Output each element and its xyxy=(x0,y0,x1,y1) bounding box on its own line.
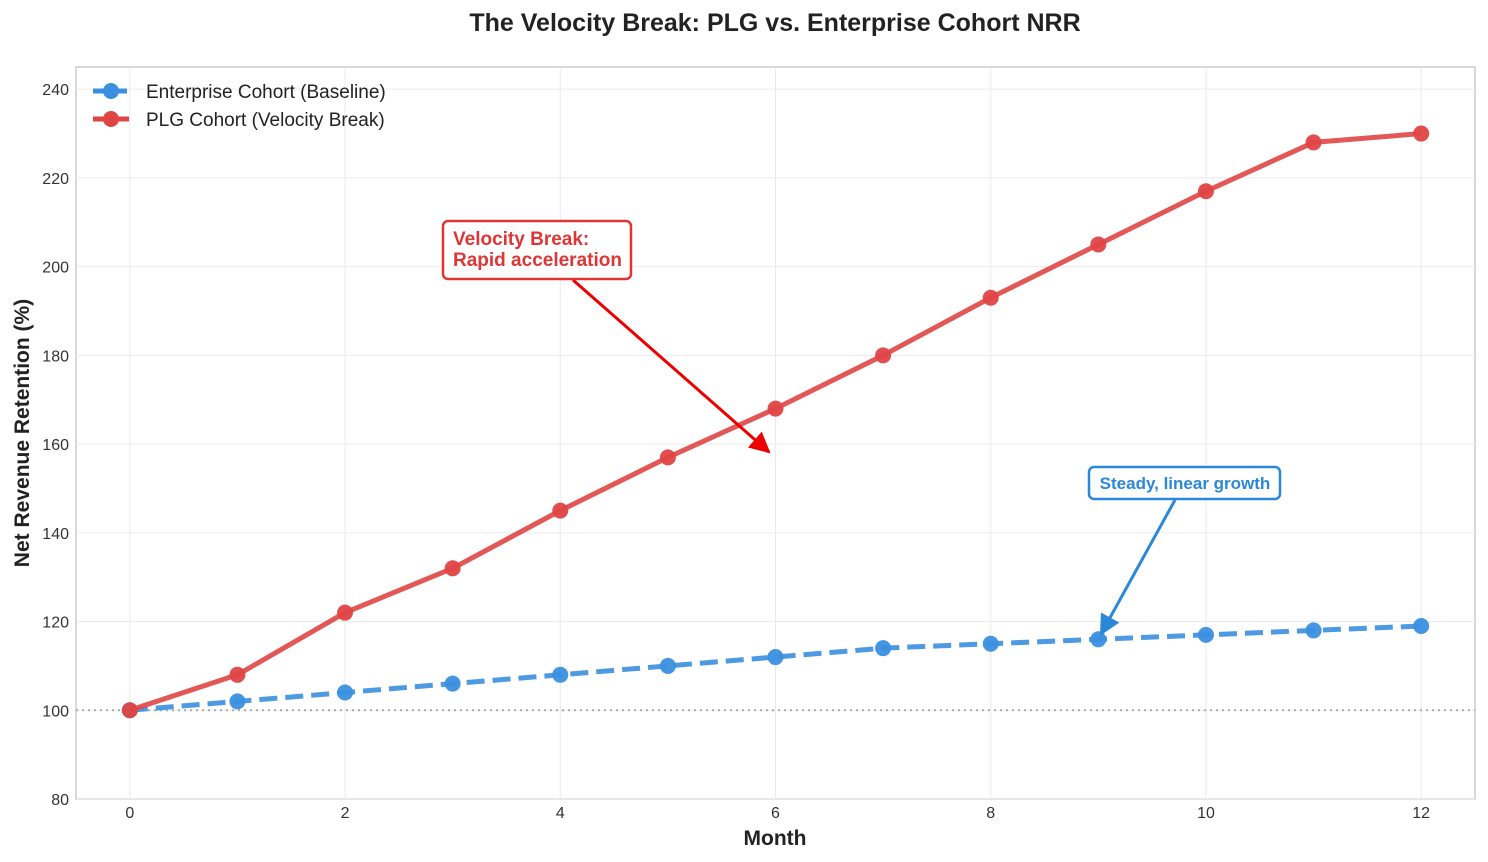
annotation-arrow-steady xyxy=(1099,499,1177,636)
data-point xyxy=(444,560,461,577)
series-group xyxy=(121,125,1430,719)
y-axis-label: Net Revenue Retention (%) xyxy=(11,299,34,567)
data-point xyxy=(1197,183,1214,200)
x-tick-label: 8 xyxy=(986,805,995,822)
legend-marker-plg xyxy=(103,111,119,127)
data-point xyxy=(1305,622,1322,639)
x-tick-label: 12 xyxy=(1412,805,1430,822)
y-tick-label: 100 xyxy=(42,703,69,720)
x-tick-label: 2 xyxy=(341,805,350,822)
data-point xyxy=(1090,236,1107,253)
data-point xyxy=(659,449,676,466)
y-tick-label: 160 xyxy=(42,437,69,454)
y-tick-label: 80 xyxy=(51,792,69,809)
data-point xyxy=(1090,631,1107,648)
y-tick-label: 180 xyxy=(42,348,69,365)
y-tick-label: 120 xyxy=(42,615,69,632)
y-tick-label: 200 xyxy=(42,260,69,277)
data-point xyxy=(1305,134,1322,151)
x-axis-ticks: 0 2 4 6 8 10 12 xyxy=(125,805,1430,822)
annotation-box-velocity xyxy=(441,219,633,281)
annotation-steady-text: Steady, linear growth xyxy=(1100,474,1271,493)
annotation-steady-growth: Steady, linear growth xyxy=(1087,465,1282,636)
legend-label-plg: PLG Cohort (Velocity Break) xyxy=(146,110,385,131)
x-tick-label: 4 xyxy=(556,805,565,822)
x-axis-label: Month xyxy=(744,827,807,850)
data-point xyxy=(982,289,999,306)
annotation-velocity-line-2: Rapid acceleration xyxy=(453,250,622,271)
data-point xyxy=(1413,617,1430,634)
y-tick-label: 140 xyxy=(42,526,69,543)
data-point xyxy=(121,702,138,719)
data-point xyxy=(659,657,676,674)
data-point xyxy=(767,400,784,417)
legend: Enterprise Cohort (Baseline) PLG Cohort … xyxy=(93,82,386,131)
grid xyxy=(76,67,1475,800)
series-1 xyxy=(121,125,1430,719)
x-tick-label: 6 xyxy=(771,805,780,822)
chart-title: The Velocity Break: PLG vs. Enterprise C… xyxy=(469,9,1080,37)
y-tick-label: 240 xyxy=(42,82,69,99)
legend-label-enterprise: Enterprise Cohort (Baseline) xyxy=(146,82,386,103)
annotation-velocity-break: Velocity Break: Rapid acceleration xyxy=(441,219,771,454)
data-point xyxy=(767,649,784,666)
y-axis-ticks: 80 100 120 140 160 180 200 220 240 xyxy=(42,82,69,809)
data-point xyxy=(444,675,461,692)
annotation-box-steady xyxy=(1087,465,1282,501)
data-point xyxy=(552,502,569,519)
data-point xyxy=(552,666,569,683)
data-point xyxy=(337,684,354,701)
annotation-arrow-velocity xyxy=(572,278,771,454)
data-point xyxy=(875,347,892,364)
y-tick-label: 220 xyxy=(42,171,69,188)
legend-marker-enterprise xyxy=(103,83,119,99)
data-point xyxy=(229,666,246,683)
data-point xyxy=(1197,626,1214,643)
data-point xyxy=(1413,125,1430,142)
data-point xyxy=(982,635,999,652)
x-tick-label: 0 xyxy=(125,805,134,822)
x-tick-label: 10 xyxy=(1197,805,1215,822)
data-point xyxy=(337,604,354,621)
data-point xyxy=(875,640,892,657)
annotation-velocity-line-1: Velocity Break: xyxy=(453,229,589,250)
data-point xyxy=(229,693,246,710)
